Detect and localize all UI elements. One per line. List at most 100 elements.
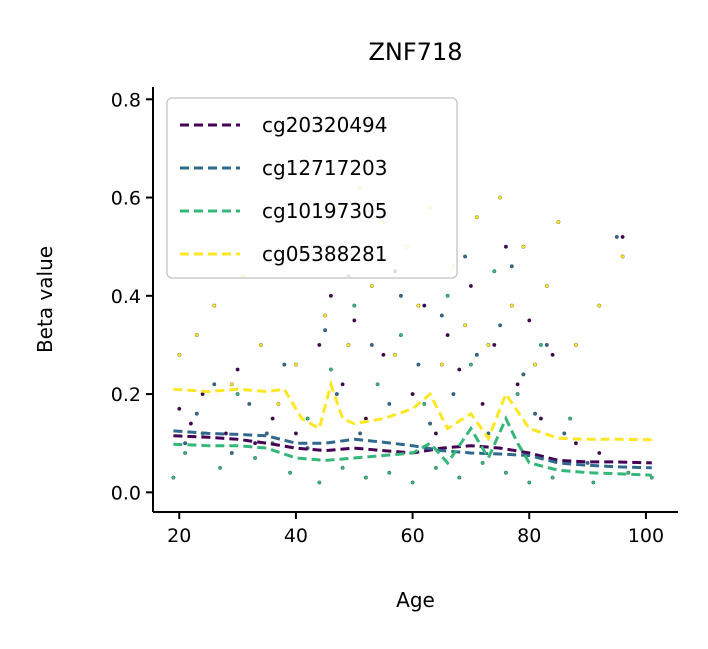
data-point (398, 293, 403, 298)
data-point (305, 416, 310, 421)
data-point (253, 441, 258, 446)
data-point (387, 401, 392, 406)
data-point (363, 416, 368, 421)
data-point (369, 284, 374, 288)
data-point (422, 303, 427, 308)
data-point (509, 264, 514, 269)
y-tick-label: 0.8 (111, 89, 141, 111)
data-point (258, 342, 263, 347)
data-point (398, 333, 403, 338)
data-point (620, 234, 625, 239)
data-point (515, 392, 520, 397)
data-point (352, 318, 357, 323)
data-point (328, 367, 333, 372)
data-point (416, 303, 421, 308)
data-point (410, 392, 415, 397)
data-point (282, 362, 287, 367)
data-point (188, 421, 193, 426)
data-point (328, 293, 333, 298)
data-point (474, 352, 479, 357)
data-point (568, 416, 573, 421)
data-point (550, 475, 555, 480)
data-point (573, 342, 578, 347)
data-point (352, 303, 357, 308)
data-point (177, 352, 182, 357)
data-point (183, 441, 188, 446)
data-point (463, 323, 468, 328)
data-point (527, 480, 532, 485)
trend-line-cg12717203 (173, 429, 652, 470)
y-tick-label: 0.4 (111, 286, 141, 308)
data-point (422, 401, 427, 406)
data-point (433, 465, 438, 470)
y-tick-label: 0.6 (111, 188, 141, 210)
data-point (562, 431, 567, 436)
legend: cg20320494 cg12717203 cg10197305 cg05388281 (166, 97, 458, 279)
y-tick-label: 0.2 (111, 384, 141, 406)
data-point (439, 313, 444, 318)
data-point (433, 431, 438, 436)
x-axis-title: Age (396, 588, 435, 612)
data-point (521, 372, 526, 377)
data-point (317, 342, 322, 347)
data-point (585, 460, 590, 465)
data-point (369, 342, 374, 347)
legend-label: cg20320494 (262, 113, 388, 137)
data-point (410, 480, 415, 485)
data-point (544, 342, 549, 347)
data-point (416, 362, 421, 367)
data-point (492, 342, 497, 347)
data-point (276, 401, 281, 406)
data-point (614, 234, 619, 239)
data-point (556, 220, 561, 225)
data-point (480, 401, 485, 406)
y-tick-label: 0.0 (111, 482, 141, 504)
data-point (509, 303, 514, 308)
data-point (393, 352, 398, 357)
data-point (457, 367, 462, 372)
data-point (503, 470, 508, 475)
data-point (457, 475, 462, 480)
data-point (235, 392, 240, 397)
data-point (212, 382, 217, 387)
data-point (428, 421, 433, 426)
data-point (323, 328, 328, 333)
trend-line-cg10197305 (173, 415, 652, 477)
data-point (445, 293, 450, 298)
trend-line-cg05388281 (173, 379, 652, 442)
data-point (253, 456, 258, 460)
data-point (183, 451, 188, 455)
data-point (293, 431, 298, 436)
data-point (550, 352, 555, 357)
data-point (194, 411, 199, 416)
legend-box (166, 97, 458, 279)
data-point (468, 362, 473, 367)
data-point (340, 382, 345, 387)
legend-label: cg05388281 (262, 242, 388, 266)
data-point (597, 451, 602, 455)
data-point (451, 392, 456, 397)
data-point (468, 284, 473, 288)
data-point (358, 431, 363, 436)
data-point (293, 362, 298, 367)
data-point (288, 470, 293, 475)
data-point (498, 323, 503, 328)
data-point (235, 367, 240, 372)
data-point (544, 284, 549, 288)
data-point (538, 342, 543, 347)
data-point (538, 416, 543, 421)
data-point (626, 470, 631, 475)
data-point (573, 441, 578, 446)
data-point (247, 401, 252, 406)
data-point (340, 465, 345, 470)
data-point (515, 382, 520, 387)
data-point (171, 475, 176, 480)
data-point (270, 416, 275, 421)
axes: 20 40 60 80 100 0.0 0.2 0.4 0.6 0.8 (111, 87, 678, 547)
data-point (200, 392, 205, 397)
y-axis-title: Beta value (33, 246, 57, 353)
data-point (474, 215, 479, 220)
x-tick-label: 80 (517, 525, 541, 547)
data-point (486, 342, 491, 347)
